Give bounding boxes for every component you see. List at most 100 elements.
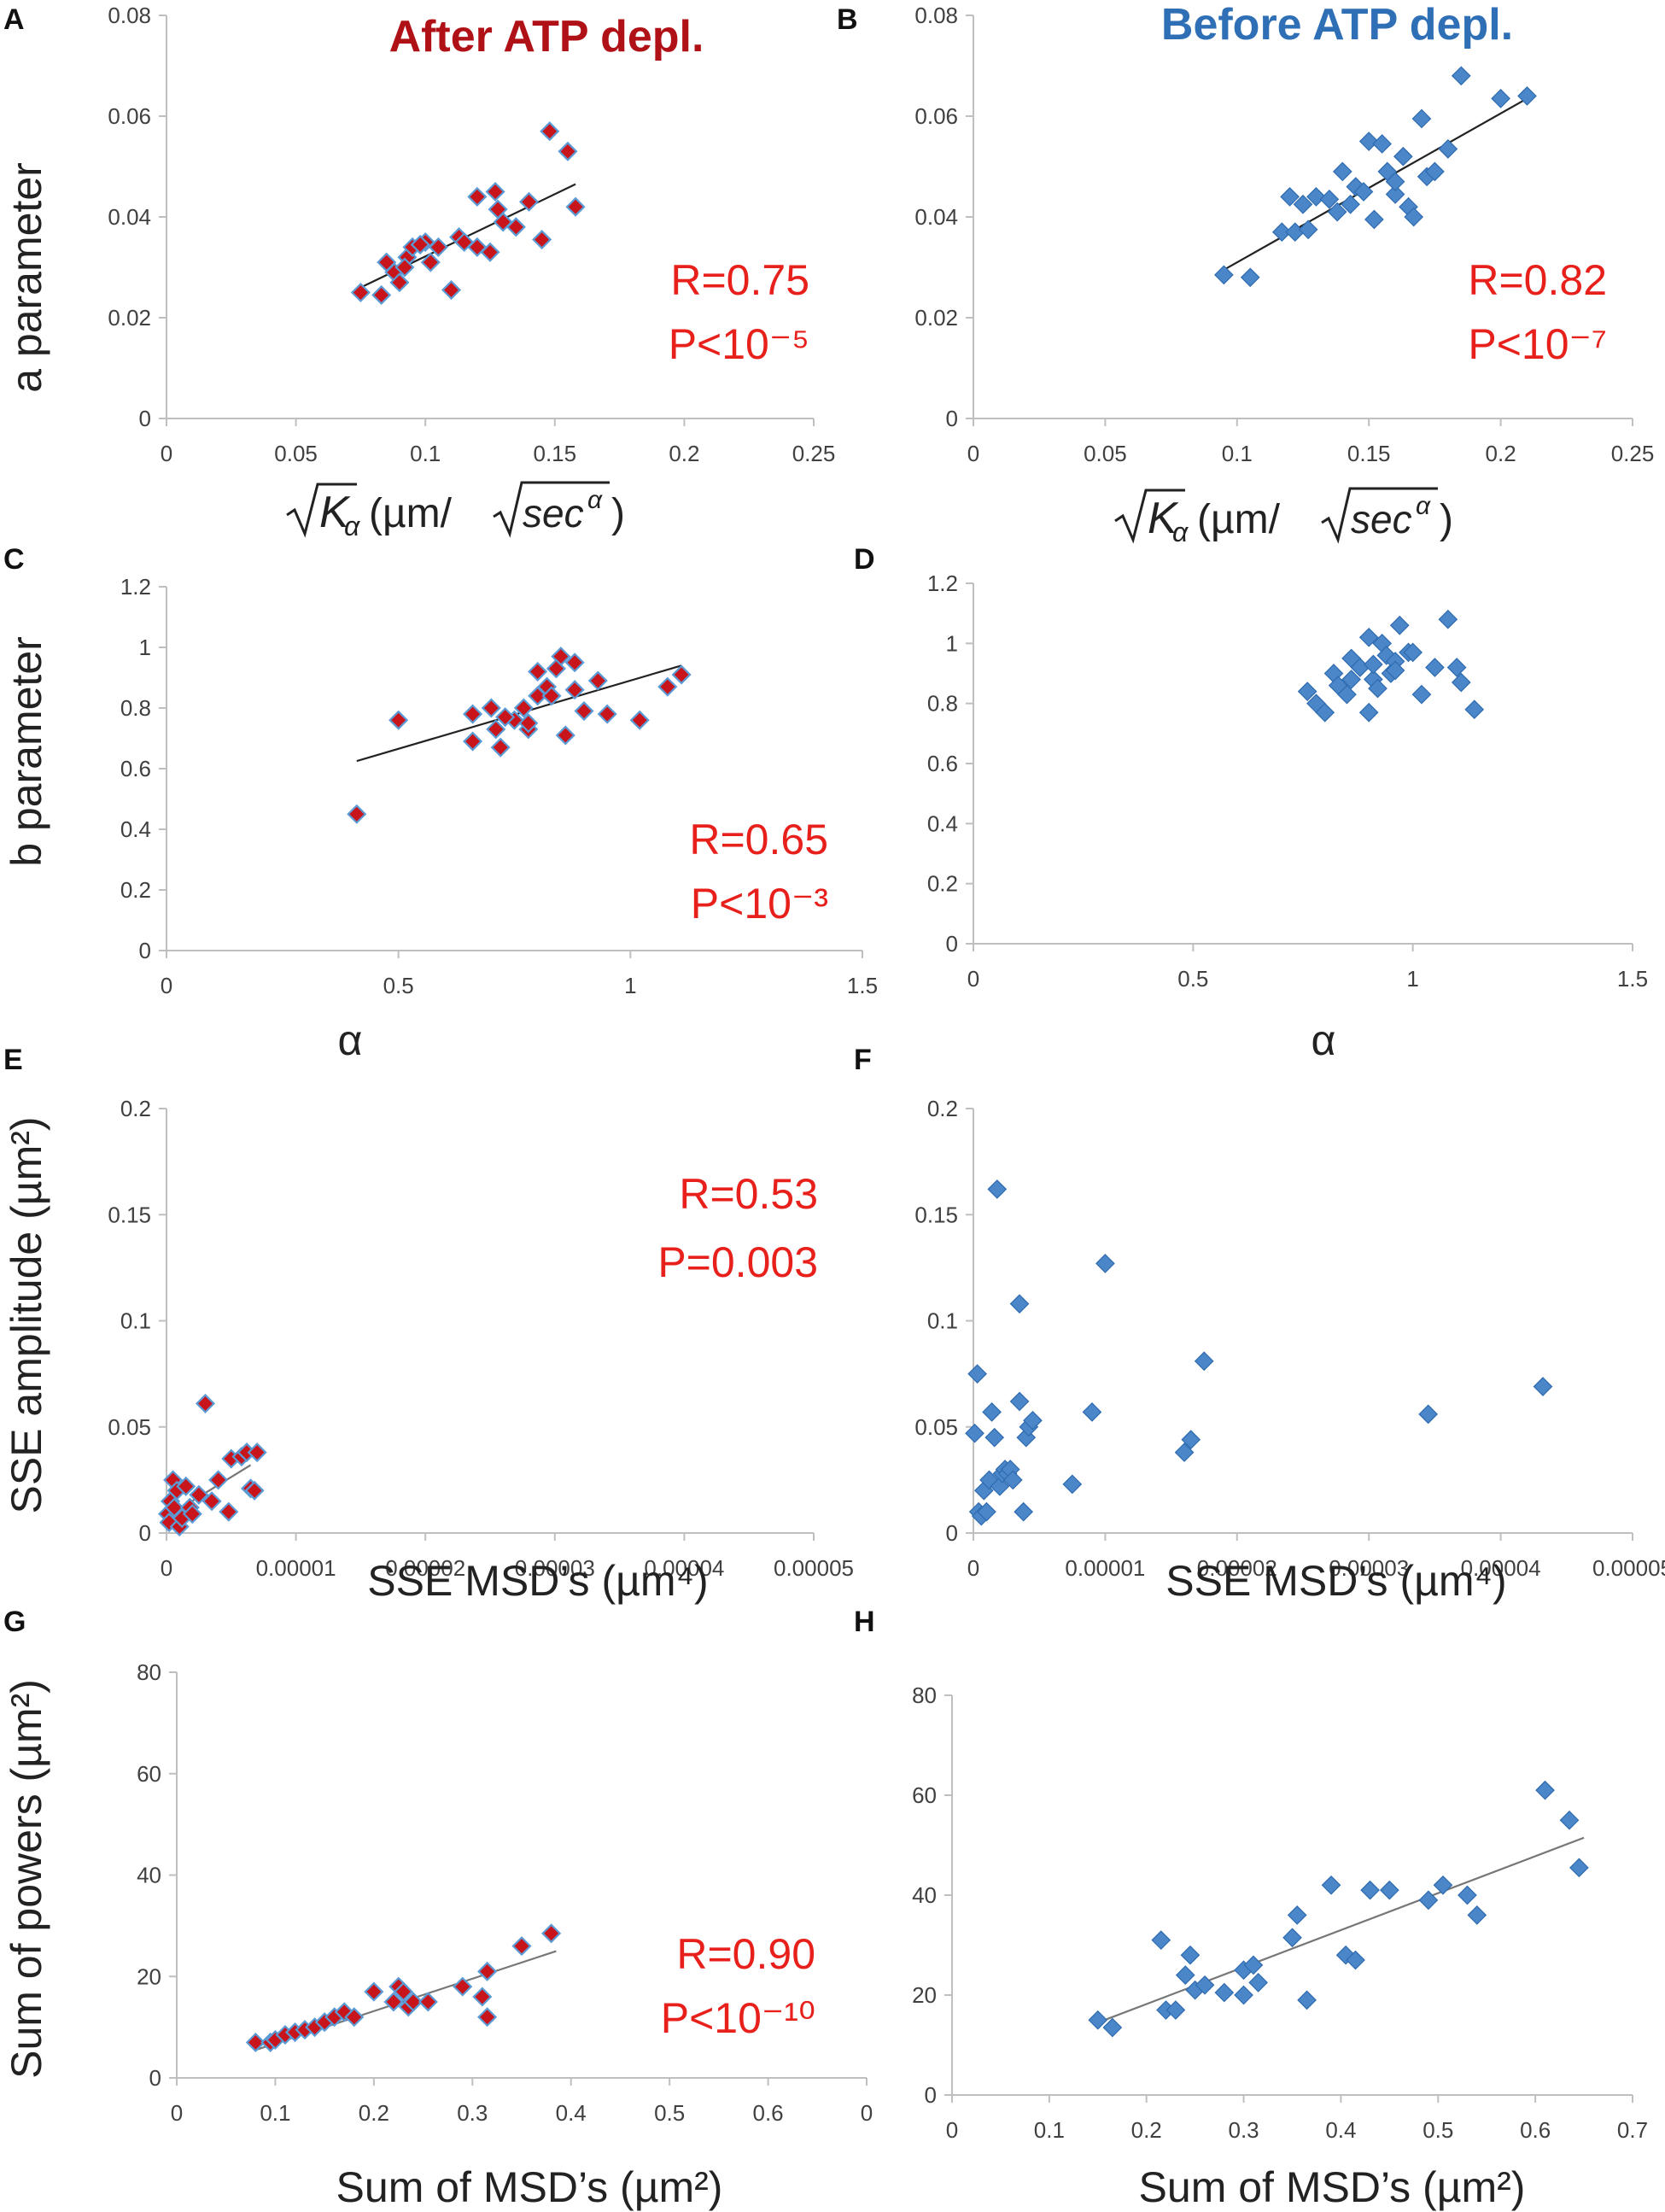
data-point <box>671 664 692 685</box>
x-tick-label: 0.05 <box>1084 441 1127 466</box>
data-point <box>371 284 392 306</box>
data-point <box>488 199 508 219</box>
data-point <box>1385 172 1405 192</box>
x-tick-label: 1 <box>1406 966 1418 992</box>
x-tick-label: 0.1 <box>260 2100 290 2126</box>
k-unit: (µm/ <box>369 491 453 536</box>
before-header: Before ATP depl. <box>1161 0 1513 50</box>
data-point <box>1403 642 1423 663</box>
y-tick-label: 1.2 <box>120 574 151 600</box>
data-point <box>1425 161 1445 182</box>
data-point <box>1341 194 1360 214</box>
data-point <box>528 661 548 682</box>
y-tick-label: 1.2 <box>927 571 958 596</box>
k-symbol: K <box>1148 494 1179 543</box>
data-point <box>1393 146 1413 167</box>
data-point <box>558 141 578 161</box>
data-point <box>1368 678 1388 699</box>
data-point <box>541 686 562 706</box>
y-tick-label: 0.04 <box>108 204 151 230</box>
stat-r-e: R=0.53 <box>679 1170 818 1218</box>
x-tick-label: 0.00004 <box>1461 1555 1541 1581</box>
data-point <box>1404 207 1424 227</box>
data-point <box>477 2007 498 2028</box>
xlabel-sqrt-k-a: K α (µm/ sec α ) <box>286 481 625 541</box>
trendline-c <box>356 664 682 763</box>
data-point <box>1569 1858 1589 1878</box>
b-parameter-ylabel: b parameter <box>3 636 50 867</box>
panel-c: C 00.20.40.60.811.20 0.5 1 1.5 b parameter … <box>3 543 878 1064</box>
data-point <box>1341 670 1361 689</box>
data-point <box>1433 1875 1453 1895</box>
data-point <box>518 713 539 734</box>
plot-h: 0 20 40 60 80 0 0.1 0.2 0.3 0.4 0.5 0.6 0.7 <box>912 1682 1648 2143</box>
sse-msd-xlabel-f: SSE MSD’s (µm⁴) <box>1166 1557 1506 1605</box>
data-point <box>532 229 552 250</box>
alpha-xlabel-c: α <box>338 1016 363 1064</box>
stat-p-c: P<10⁻³ <box>691 880 828 928</box>
plot-f: 0 0.05 0.1 0.15 0.2 0 0.00001 0.00002 0.00003 0.0… <box>914 1096 1665 1581</box>
data-point <box>1385 660 1405 681</box>
y-tick-label: 40 <box>912 1882 937 1908</box>
y-tick-label: 0 <box>139 1520 151 1546</box>
data-point <box>1332 161 1352 182</box>
sum-of-powers-ylabel: Sum of powers (µm²) <box>3 1679 50 2079</box>
stat-r-a: R=0.75 <box>670 256 809 304</box>
data-point <box>418 1992 438 2012</box>
data-point <box>1174 1442 1195 1462</box>
x-tick-label: 0.00002 <box>1197 1555 1277 1581</box>
data-point <box>403 1992 424 2012</box>
x-tick-label: 0 <box>967 966 979 992</box>
data-point <box>1491 89 1510 108</box>
data-point <box>990 1476 1010 1496</box>
data-point <box>1411 108 1432 129</box>
y-tick-label: 1 <box>139 635 151 660</box>
data-point <box>1102 2017 1123 2038</box>
data-point <box>1062 1474 1083 1495</box>
panel-letter-g: G <box>3 1606 26 1638</box>
plot-c: 0 0.2 0.4 0.6 0.8 1 1.2 0 0.5 1 1.5 <box>120 574 878 998</box>
x-tick-label: 1.5 <box>1617 966 1648 992</box>
data-point <box>463 704 483 724</box>
alpha-xlabel-d: α <box>1312 1016 1336 1064</box>
x-tick-label: 0 <box>946 2117 958 2143</box>
panel-letter-d: D <box>854 543 875 576</box>
x-tick-label: 0.00005 <box>1592 1555 1665 1581</box>
data-point <box>182 1504 202 1524</box>
data-point <box>965 1423 984 1443</box>
data-point <box>472 1987 493 2007</box>
k-unit: (µm/ <box>1197 497 1281 542</box>
y-tick-label: 0.15 <box>914 1202 958 1227</box>
data-point <box>244 1480 265 1501</box>
x-tick-label: 0.15 <box>533 441 576 466</box>
data-point <box>202 1491 222 1512</box>
x-tick-label: 0.2 <box>359 2100 389 2126</box>
data-point <box>1451 672 1471 693</box>
x-tick-label: 0.25 <box>792 441 836 466</box>
sec-alpha-sup: α <box>587 486 603 514</box>
data-point <box>987 1179 1008 1199</box>
data-point <box>1271 222 1292 243</box>
data-point <box>1358 627 1379 647</box>
data-point <box>195 1393 216 1413</box>
x-tick-label: 0 <box>161 1555 172 1581</box>
data-point <box>1315 702 1335 723</box>
x-tick-label: 0.2 <box>1486 441 1516 466</box>
y-tick-label: 0.06 <box>914 103 958 129</box>
x-tick-label: 0.5 <box>654 2100 685 2126</box>
data-point <box>1195 1975 1215 1995</box>
data-point <box>453 1976 473 1997</box>
panel-h: H 0 20 40 60 80 0 0.1 0.2 0.3 0.4 0.5 0.6 0.7 Sum of… <box>854 1606 1648 2211</box>
k-alpha-sub: α <box>1172 517 1189 547</box>
y-tick-label: 0 <box>946 1520 958 1546</box>
data-point <box>189 1484 209 1505</box>
y-tick-label: 0.02 <box>914 305 958 331</box>
x-tick-label: 0 <box>967 441 979 466</box>
y-tick-label: 60 <box>137 1761 161 1787</box>
data-point <box>564 680 585 700</box>
data-point <box>1298 219 1318 240</box>
x-tick-label: 0.15 <box>1347 441 1391 466</box>
data-point <box>587 670 608 691</box>
x-tick-label: 0.5 <box>1177 966 1208 992</box>
